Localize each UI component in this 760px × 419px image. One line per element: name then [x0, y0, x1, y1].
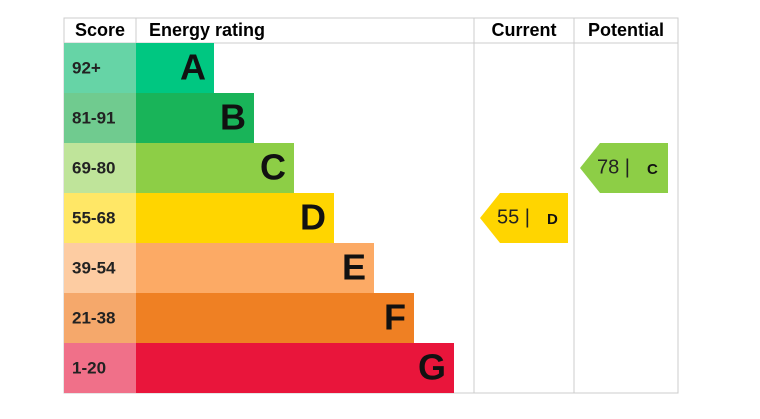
- score-label: 81-91: [72, 108, 115, 127]
- score-label: 69-80: [72, 158, 115, 177]
- rating-bar: [136, 143, 294, 193]
- potential-arrow: [580, 143, 668, 193]
- header-rating: Energy rating: [149, 20, 265, 40]
- score-cell: [64, 343, 136, 393]
- score-label: 92+: [72, 58, 101, 77]
- rating-letter: A: [180, 47, 206, 88]
- rating-bar: [136, 293, 414, 343]
- rating-letter: C: [260, 147, 286, 188]
- score-cell: [64, 43, 136, 93]
- rating-bar: [136, 243, 374, 293]
- rating-letter: D: [300, 197, 326, 238]
- potential-band: C: [647, 161, 658, 178]
- header-potential: Potential: [588, 20, 664, 40]
- score-label: 21-38: [72, 308, 115, 327]
- current-band: D: [547, 211, 558, 228]
- rating-letter: B: [220, 97, 246, 138]
- rating-letter: G: [418, 347, 446, 388]
- rating-bar: [136, 343, 454, 393]
- rating-bar: [136, 193, 334, 243]
- header-current: Current: [491, 20, 556, 40]
- rating-bar: [136, 93, 254, 143]
- score-cell: [64, 243, 136, 293]
- current-arrow: [480, 193, 568, 243]
- header-score: Score: [75, 20, 125, 40]
- score-cell: [64, 293, 136, 343]
- rating-letter: F: [384, 297, 406, 338]
- score-cell: [64, 193, 136, 243]
- score-cell: [64, 143, 136, 193]
- current-label: 55 |: [497, 206, 530, 228]
- score-label: 1-20: [72, 358, 106, 377]
- potential-label: 78 |: [597, 156, 630, 178]
- score-cell: [64, 93, 136, 143]
- rating-bar: [136, 43, 214, 93]
- rating-letter: E: [342, 247, 366, 288]
- score-label: 39-54: [72, 258, 116, 277]
- score-label: 55-68: [72, 208, 115, 227]
